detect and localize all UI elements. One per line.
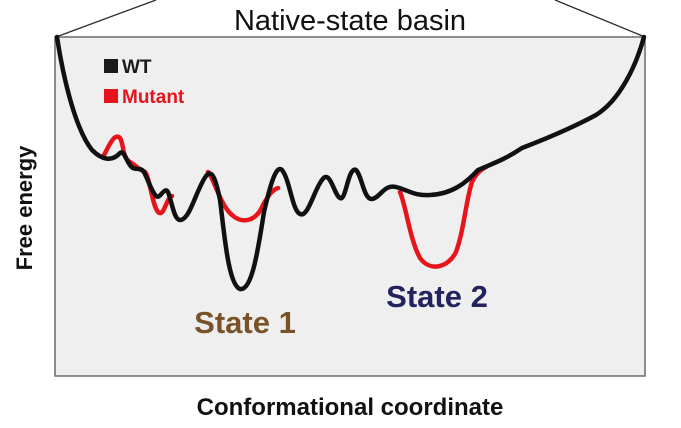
legend-swatch-wt	[104, 59, 118, 73]
legend-label-mutant: Mutant	[122, 87, 185, 108]
state-1-label: State 1	[194, 305, 296, 340]
x-axis-label: Conformational coordinate	[197, 394, 504, 421]
state-2-label: State 2	[386, 279, 488, 314]
callout-line-right	[554, 0, 646, 38]
wt-curve	[54, 34, 647, 292]
diagram-title: Native-state basin	[234, 5, 466, 37]
legend-swatch-mutant	[104, 89, 118, 103]
callout-line-left	[55, 0, 157, 38]
legend-label-wt: WT	[122, 57, 152, 78]
y-axis-label: Free energy	[12, 145, 37, 270]
